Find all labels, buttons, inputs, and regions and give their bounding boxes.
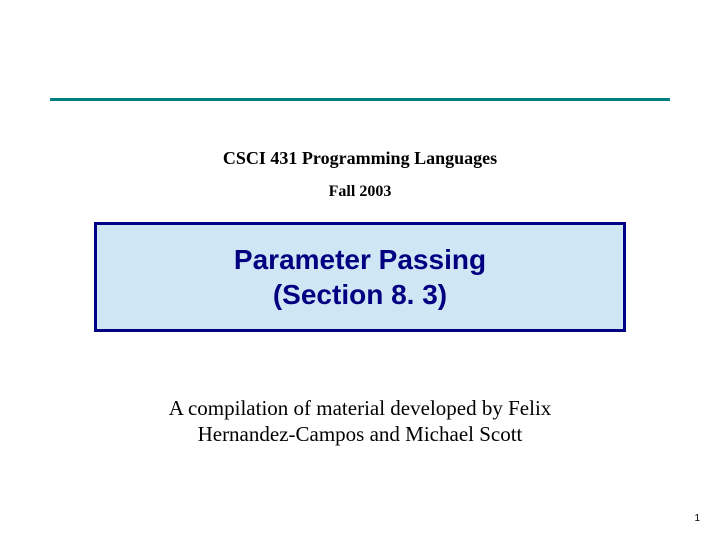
course-title: CSCI 431 Programming Languages [0, 148, 720, 169]
header-rule [50, 98, 670, 101]
main-title-line2: (Section 8. 3) [273, 277, 447, 312]
attribution-line1: A compilation of material developed by F… [0, 395, 720, 421]
semester-label: Fall 2003 [0, 183, 720, 201]
slide-container: CSCI 431 Programming Languages Fall 2003… [0, 0, 720, 540]
attribution: A compilation of material developed by F… [0, 395, 720, 448]
attribution-line2: Hernandez-Campos and Michael Scott [0, 421, 720, 447]
page-number: 1 [694, 513, 700, 524]
title-box: Parameter Passing (Section 8. 3) [94, 222, 626, 332]
main-title-line1: Parameter Passing [234, 242, 486, 277]
